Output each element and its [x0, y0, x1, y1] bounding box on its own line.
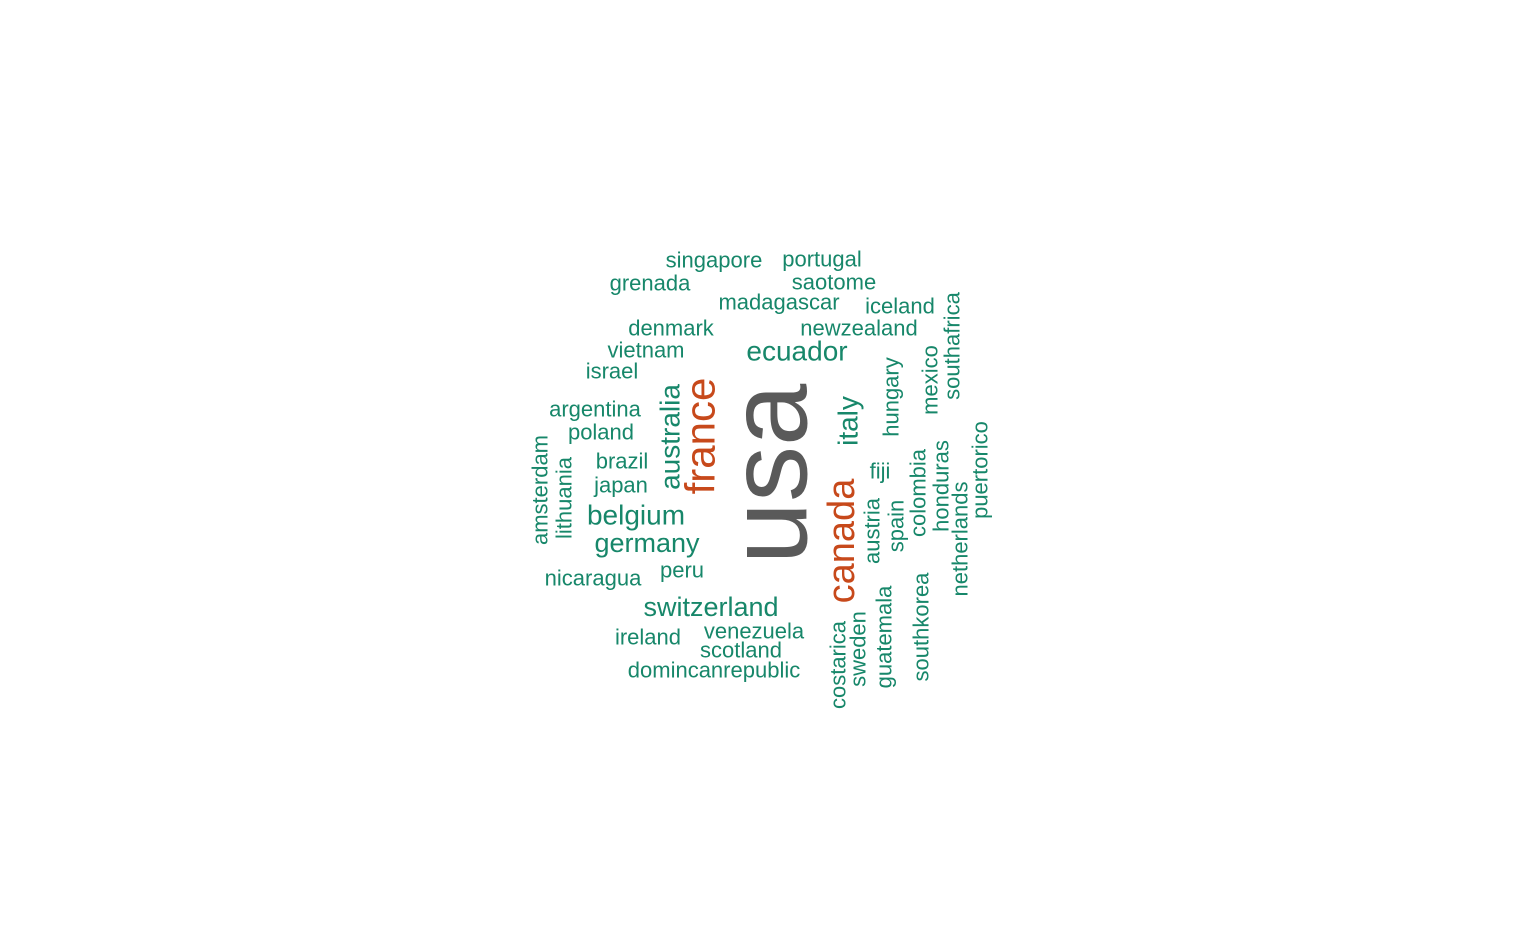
word-grenada: grenada	[610, 271, 692, 296]
word-usa: usa	[706, 383, 831, 564]
word-southafrica: southafrica	[940, 291, 965, 399]
word-colombia: colombia	[906, 448, 931, 537]
word-sweden: sweden	[846, 611, 871, 687]
word-france: france	[677, 378, 724, 495]
word-scotland: scotland	[700, 638, 782, 663]
word-poland: poland	[568, 420, 634, 445]
word-lithuania: lithuania	[552, 456, 577, 539]
word-austria: austria	[860, 497, 885, 564]
word-japan: japan	[593, 473, 648, 498]
word-netherlands: netherlands	[948, 482, 973, 597]
word-saotome: saotome	[792, 270, 876, 295]
word-australia: australia	[655, 384, 686, 490]
word-fiji: fiji	[870, 459, 891, 484]
word-switzerland: switzerland	[643, 592, 778, 622]
word-ecuador: ecuador	[746, 336, 847, 367]
word-italy: italy	[833, 396, 864, 446]
word-puertorico: puertorico	[968, 421, 993, 519]
word-belgium: belgium	[587, 500, 685, 531]
word-denmark: denmark	[628, 316, 715, 341]
word-peru: peru	[660, 558, 704, 583]
word-mexico: mexico	[918, 345, 943, 415]
word-vietnam: vietnam	[607, 338, 684, 363]
word-iceland: iceland	[865, 294, 935, 319]
word-singapore: singapore	[666, 248, 763, 273]
word-nicaragua: nicaragua	[545, 566, 642, 591]
word-newzealand: newzealand	[800, 316, 917, 341]
word-germany: germany	[594, 528, 700, 558]
word-ireland: ireland	[615, 625, 681, 650]
word-argentina: argentina	[549, 397, 642, 422]
word-amsterdam: amsterdam	[528, 435, 553, 545]
word-hungary: hungary	[879, 357, 904, 437]
word-venezuela: venezuela	[704, 619, 805, 644]
word-brazil: brazil	[596, 449, 649, 474]
word-domincanrepublic: domincanrepublic	[628, 658, 800, 683]
word-southkorea: southkorea	[909, 572, 934, 682]
word-honduras: honduras	[929, 440, 954, 532]
word-costarica: costarica	[826, 620, 851, 709]
word-portugal: portugal	[782, 247, 862, 272]
word-madagascar: madagascar	[718, 290, 839, 315]
word-spain: spain	[884, 500, 909, 553]
word-guatemala: guatemala	[872, 585, 897, 689]
word-israel: israel	[586, 359, 639, 384]
word-canada: canada	[821, 478, 863, 604]
